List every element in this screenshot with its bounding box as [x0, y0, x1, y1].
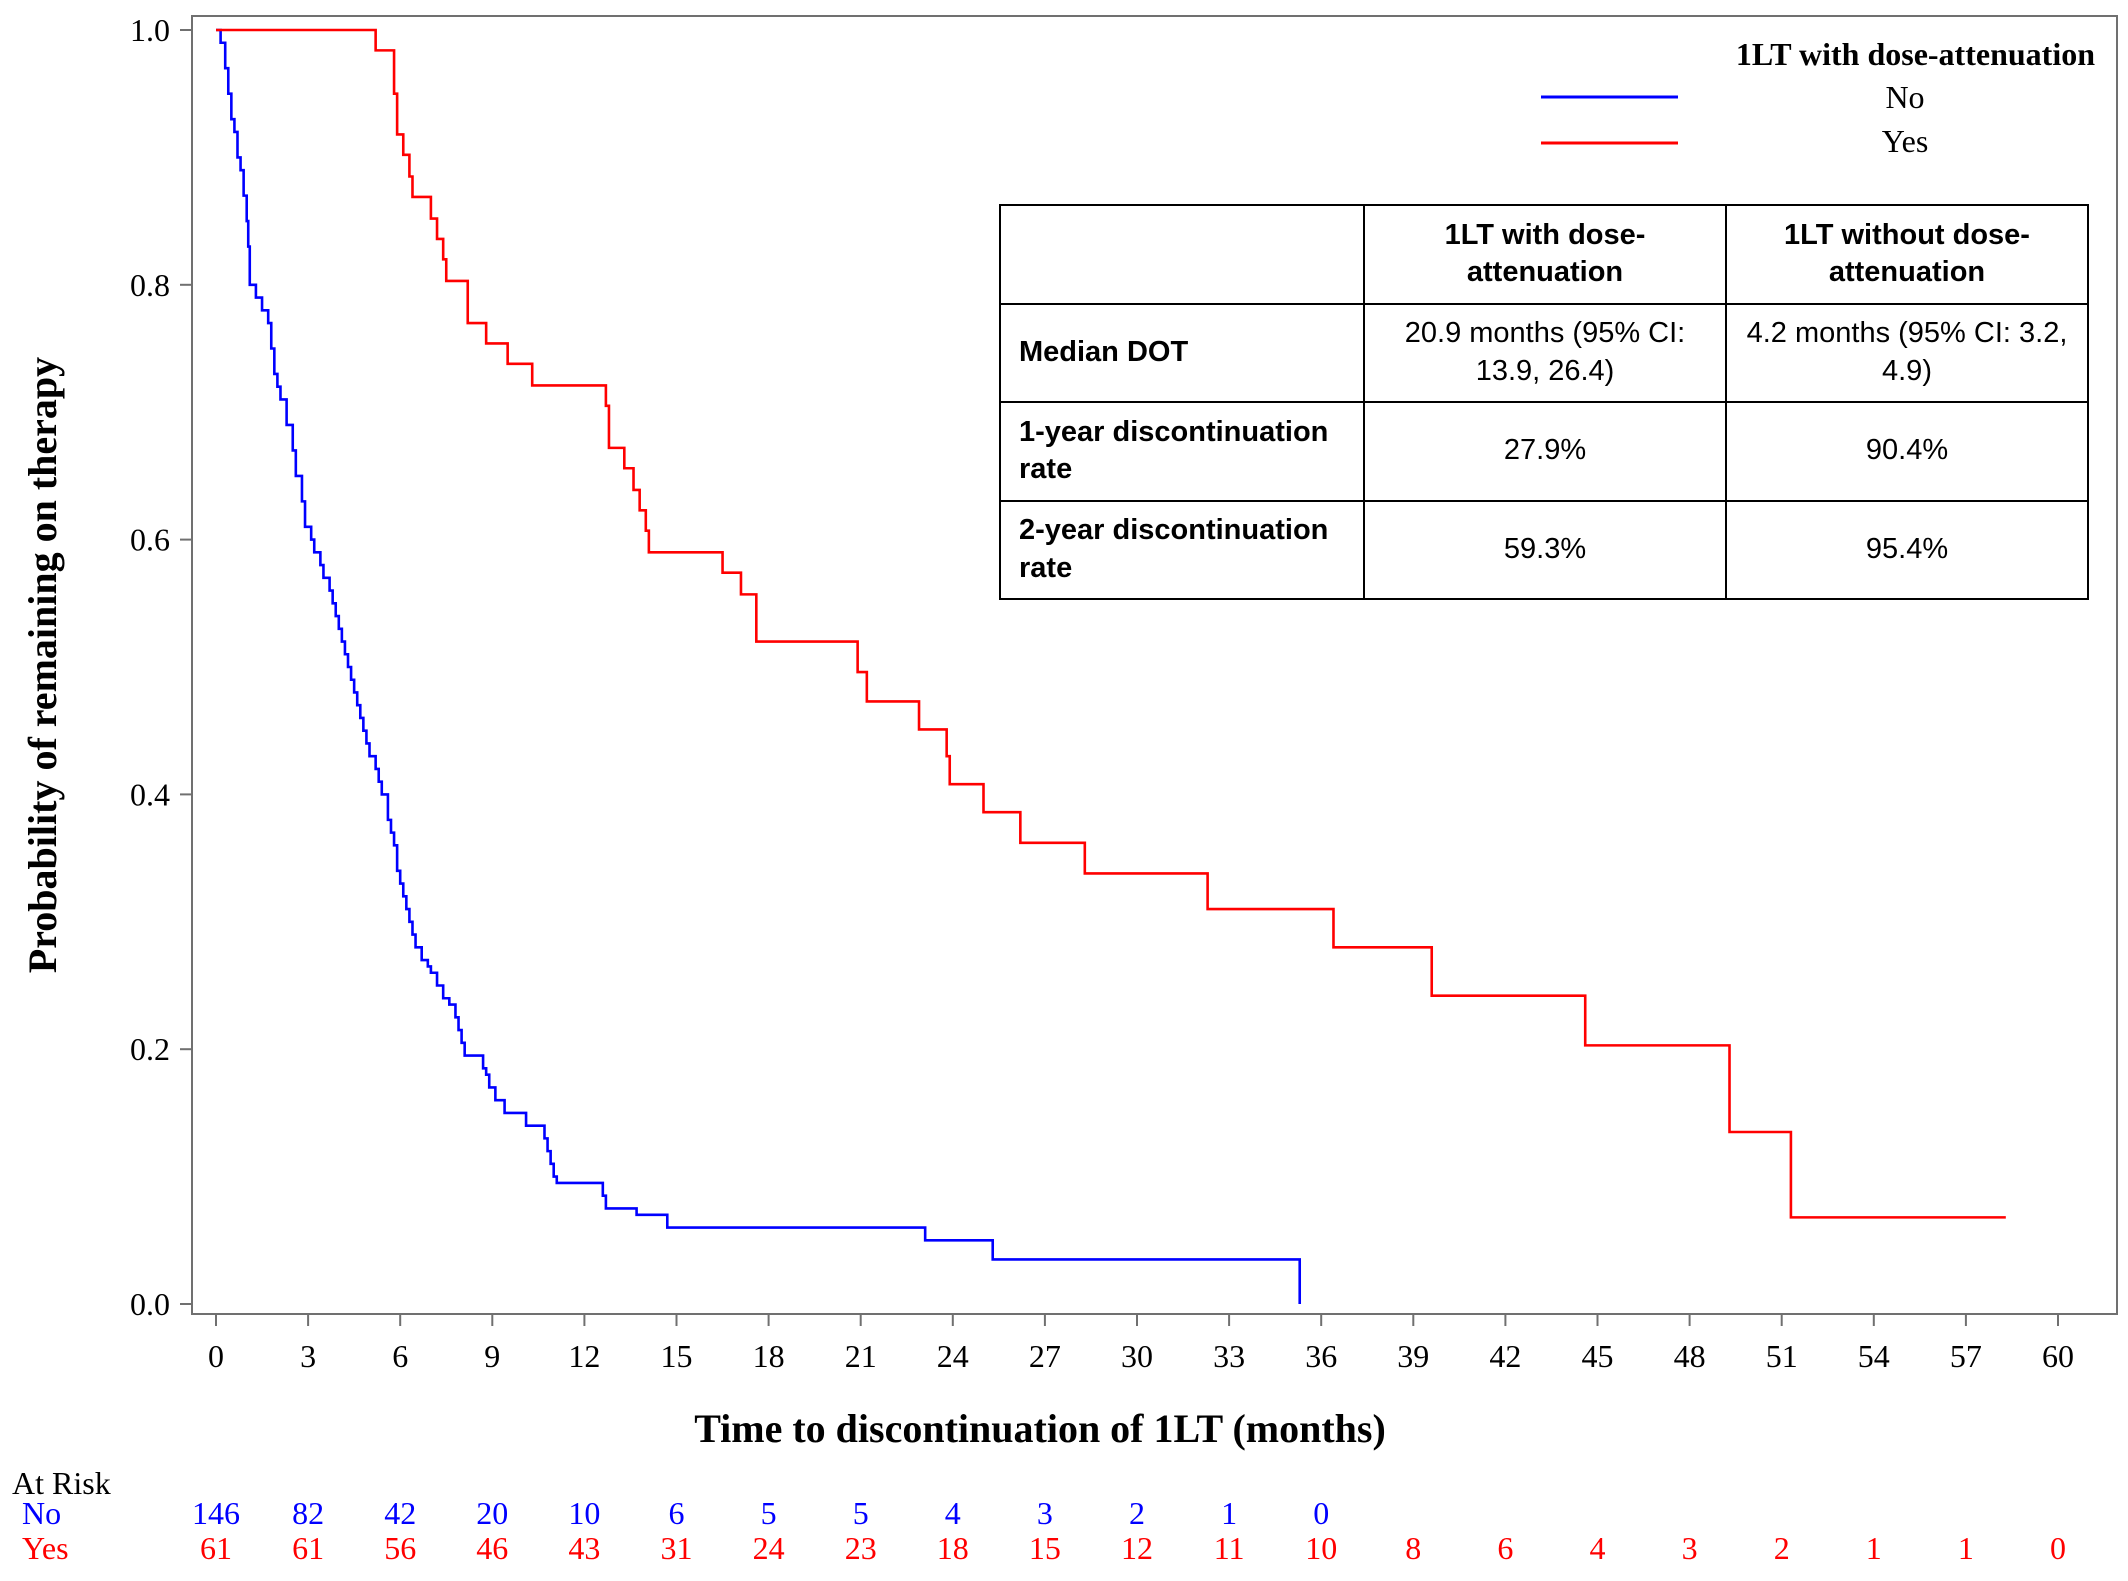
cell-median-with: 20.9 months (95% CI: 13.9, 26.4): [1363, 302, 1727, 403]
table-row: 1-year discontinuation rate 27.9% 90.4%: [998, 401, 2089, 502]
y-axis-ticks: 0.0 0.2 0.4 0.6 0.8 1.0: [130, 12, 192, 1322]
legend-title: 1LT with dose-attenuation: [1736, 36, 2095, 72]
at-risk-count: 11: [1214, 1530, 1245, 1566]
row-label-1yr: 1-year discontinuation rate: [998, 401, 1366, 502]
x-tick-label: 27: [1029, 1338, 1061, 1374]
at-risk-count: 56: [384, 1530, 416, 1566]
y-tick-label: 0.0: [130, 1286, 170, 1322]
at-risk-count: 6: [1497, 1530, 1513, 1566]
at-risk-count: 2: [1129, 1495, 1145, 1531]
at-risk-label-no: No: [22, 1495, 61, 1531]
at-risk-count: 10: [1305, 1530, 1337, 1566]
x-tick-label: 30: [1121, 1338, 1153, 1374]
cell-median-without: 4.2 months (95% CI: 3.2, 4.9): [1725, 302, 2089, 403]
x-tick-label: 24: [937, 1338, 969, 1374]
x-tick-label: 57: [1950, 1338, 1982, 1374]
at-risk-count: 1: [1221, 1495, 1237, 1531]
x-tick-label: 3: [300, 1338, 316, 1374]
x-tick-label: 15: [661, 1338, 693, 1374]
x-tick-label: 6: [392, 1338, 408, 1374]
x-tick-label: 60: [2042, 1338, 2074, 1374]
curve-no: [216, 28, 1302, 1304]
legend-label-yes: Yes: [1882, 123, 1929, 159]
x-tick-label: 39: [1397, 1338, 1429, 1374]
at-risk-count: 24: [753, 1530, 785, 1566]
at-risk-count: 82: [292, 1495, 324, 1531]
at-risk-count: 1: [1958, 1530, 1974, 1566]
plot-frame: [191, 15, 2118, 1315]
x-axis-title: Time to discontinuation of 1LT (months): [694, 1406, 1386, 1451]
at-risk-count: 10: [568, 1495, 600, 1531]
axes: [191, 15, 2118, 1315]
y-tick-label: 0.4: [130, 776, 170, 812]
y-axis-title: Probability of remaining on therapy: [20, 357, 65, 973]
x-tick-label: 42: [1489, 1338, 1521, 1374]
at-risk-count: 4: [1590, 1530, 1606, 1566]
at-risk-count: 12: [1121, 1530, 1153, 1566]
legend: 1LT with dose-attenuation No Yes: [1541, 36, 2095, 159]
at-risk-count: 5: [761, 1495, 777, 1531]
y-tick-label: 1.0: [130, 12, 170, 48]
x-tick-label: 21: [845, 1338, 877, 1374]
at-risk-count: 146: [192, 1495, 240, 1531]
at-risk-count: 23: [845, 1530, 877, 1566]
table-row: 2-year discontinuation rate 59.3% 95.4%: [998, 499, 2089, 600]
at-risk-count: 3: [1682, 1530, 1698, 1566]
at-risk-count: 6: [669, 1495, 685, 1531]
cell-2yr-without: 95.4%: [1725, 499, 2089, 600]
table-header-without: 1LT without dose-attenuation: [1725, 204, 2089, 305]
at-risk-count: 3: [1037, 1495, 1053, 1531]
row-label-median: Median DOT: [998, 302, 1366, 403]
at-risk-count: 42: [384, 1495, 416, 1531]
at-risk-count: 5: [853, 1495, 869, 1531]
x-axis-ticks: 0 3 6 9 12 15 18 21 24 27 30 33 36 39 42 45 48 51 54 57 60: [208, 1314, 2074, 1374]
at-risk-count: 61: [292, 1530, 324, 1566]
at-risk-title: At Risk: [12, 1465, 111, 1501]
y-tick-label: 0.2: [130, 1031, 170, 1067]
x-tick-label: 33: [1213, 1338, 1245, 1374]
at-risk-count: 4: [945, 1495, 961, 1531]
x-tick-label: 51: [1766, 1338, 1798, 1374]
x-tick-label: 54: [1858, 1338, 1890, 1374]
table-header-empty: [998, 204, 1366, 305]
at-risk-count: 0: [2050, 1530, 2066, 1566]
x-tick-label: 48: [1674, 1338, 1706, 1374]
at-risk-count: 18: [937, 1530, 969, 1566]
table-row: Median DOT 20.9 months (95% CI: 13.9, 26…: [998, 302, 2089, 403]
at-risk-count: 43: [568, 1530, 600, 1566]
curve-yes: [216, 28, 2006, 1219]
summary-table: 1LT with dose-attenuation 1LT without do…: [998, 204, 2089, 600]
cell-1yr-with: 27.9%: [1363, 401, 1727, 502]
x-tick-label: 9: [484, 1338, 500, 1374]
at-risk-count: 46: [476, 1530, 508, 1566]
at-risk-label-yes: Yes: [22, 1530, 69, 1566]
table-header-row: 1LT with dose-attenuation 1LT without do…: [998, 204, 2089, 305]
legend-label-no: No: [1885, 79, 1924, 115]
at-risk-count: 61: [200, 1530, 232, 1566]
cell-1yr-without: 90.4%: [1725, 401, 2089, 502]
cell-2yr-with: 59.3%: [1363, 499, 1727, 600]
at-risk-count: 20: [476, 1495, 508, 1531]
y-tick-label: 0.8: [130, 267, 170, 303]
row-label-2yr: 2-year discontinuation rate: [998, 499, 1366, 600]
at-risk-count: 31: [661, 1530, 693, 1566]
at-risk-count: 2: [1774, 1530, 1790, 1566]
x-tick-label: 45: [1582, 1338, 1614, 1374]
at-risk-count: 15: [1029, 1530, 1061, 1566]
at-risk-count: 0: [1313, 1495, 1329, 1531]
x-tick-label: 36: [1305, 1338, 1337, 1374]
x-tick-label: 18: [753, 1338, 785, 1374]
table-header-with: 1LT with dose-attenuation: [1363, 204, 1727, 305]
survival-curves: [216, 28, 2006, 1304]
y-tick-label: 0.6: [130, 522, 170, 558]
x-tick-label: 12: [568, 1338, 600, 1374]
at-risk-count: 1: [1866, 1530, 1882, 1566]
at-risk-count: 8: [1405, 1530, 1421, 1566]
x-tick-label: 0: [208, 1338, 224, 1374]
